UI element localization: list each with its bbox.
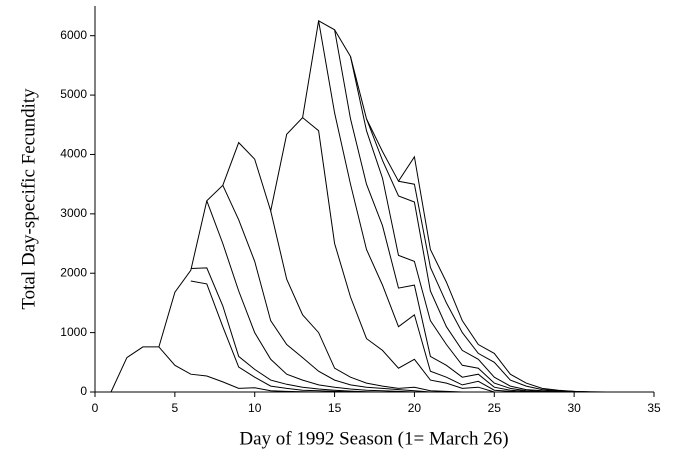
data-line xyxy=(190,267,383,393)
x-tick-label: 25 xyxy=(488,401,502,415)
data-line xyxy=(334,29,543,393)
y-tick-label: 2000 xyxy=(60,265,87,279)
data-line xyxy=(206,200,415,393)
x-tick-label: 5 xyxy=(172,401,179,415)
y-tick-label: 6000 xyxy=(60,28,87,42)
y-tick-label: 3000 xyxy=(60,206,87,220)
data-line xyxy=(302,117,495,393)
data-line xyxy=(318,20,527,393)
x-tick-label: 35 xyxy=(647,401,661,415)
data-line xyxy=(222,185,431,393)
y-tick-label: 4000 xyxy=(60,147,87,161)
data-line xyxy=(366,118,575,393)
x-tick-label: 20 xyxy=(408,401,422,415)
x-axis-label: Day of 1992 Season (1= March 26) xyxy=(239,428,508,449)
x-tick-label: 30 xyxy=(567,401,581,415)
x-tick-label: 10 xyxy=(248,401,262,415)
y-tick-label: 0 xyxy=(80,384,87,398)
data-line xyxy=(270,210,463,393)
data-line xyxy=(110,20,607,393)
y-tick-label: 1000 xyxy=(60,325,87,339)
y-tick-label: 5000 xyxy=(60,87,87,101)
x-tick-label: 0 xyxy=(92,401,99,415)
data-line xyxy=(158,346,351,393)
x-tick-label: 15 xyxy=(328,401,342,415)
data-line xyxy=(398,180,591,393)
data-line xyxy=(190,280,367,393)
y-axis-label: Total Day-specific Fecundity xyxy=(18,88,39,310)
data-line xyxy=(350,56,559,393)
